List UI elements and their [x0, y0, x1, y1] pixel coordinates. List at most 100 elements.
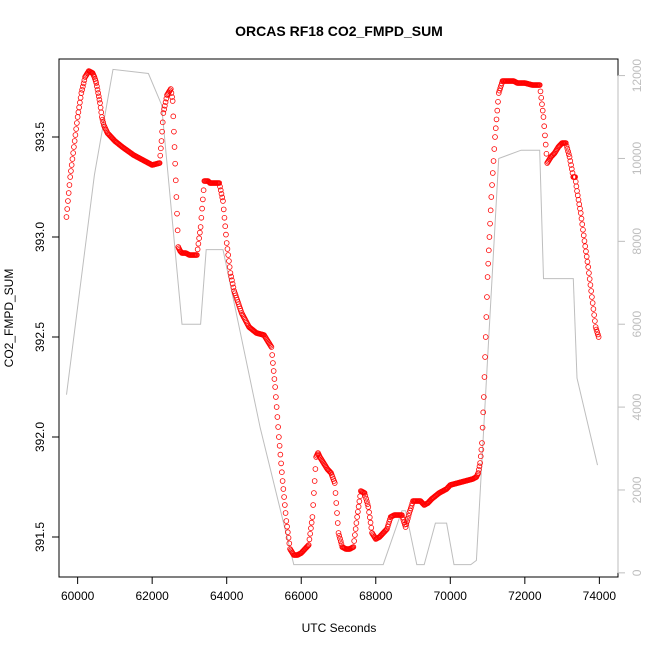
- co2-point: [352, 532, 358, 538]
- co2-point: [308, 525, 314, 531]
- co2-point: [335, 530, 342, 536]
- y2-axis: 0 2000 4000 6000 8000 10000 12000: [617, 59, 644, 576]
- co2-point: [270, 360, 276, 366]
- co2-point: [68, 162, 75, 168]
- co2-point: [285, 534, 292, 541]
- co2-point: [482, 354, 488, 360]
- co2-point: [361, 490, 368, 496]
- co2-point: [351, 538, 357, 544]
- co2-point: [306, 536, 313, 543]
- co2-point: [405, 512, 412, 519]
- co2-point: [273, 394, 279, 400]
- y2-tick-label: 0: [630, 569, 644, 576]
- y2-tick-label: 8000: [630, 228, 644, 255]
- co2-point: [479, 440, 485, 446]
- co2-point: [174, 227, 181, 234]
- co2-point: [577, 210, 584, 216]
- co2-point: [77, 99, 83, 106]
- co2-point: [172, 160, 178, 167]
- co2-point: [337, 538, 344, 545]
- co2-point: [220, 198, 226, 204]
- y2-tick-label: 12000: [630, 59, 644, 93]
- co2-point: [542, 132, 548, 139]
- co2-point: [353, 520, 360, 526]
- co2-point: [157, 152, 164, 159]
- co2-point: [485, 260, 491, 267]
- co2-point: [386, 518, 392, 525]
- co2-point: [275, 424, 281, 430]
- x-tick-label: 70000: [434, 589, 468, 603]
- co2-point: [536, 82, 543, 88]
- co2-point: [174, 210, 180, 217]
- co2-point: [493, 116, 500, 123]
- co2-point: [575, 197, 582, 203]
- co2-point: [542, 141, 549, 148]
- co2-point: [66, 182, 73, 188]
- co2-point: [224, 246, 231, 252]
- co2-point: [486, 247, 492, 254]
- co2-point: [477, 460, 483, 466]
- co2-point: [196, 235, 202, 242]
- co2-point: [404, 518, 410, 525]
- co2-point: [384, 526, 390, 532]
- co2-point: [595, 334, 602, 340]
- co2-point: [477, 453, 484, 460]
- co2-point: [223, 231, 229, 238]
- co2-point: [305, 542, 312, 548]
- co2-point: [362, 492, 369, 499]
- co2-point: [580, 227, 586, 233]
- co2-point: [70, 150, 76, 156]
- co2-point: [305, 542, 311, 549]
- co2-point: [407, 505, 414, 512]
- co2-point: [197, 229, 203, 236]
- co2-point: [307, 530, 313, 537]
- co2-point: [69, 156, 76, 162]
- co2-point: [194, 246, 201, 253]
- x-tick-label: 68000: [359, 589, 393, 603]
- co2-point: [495, 99, 501, 105]
- co2-point: [163, 95, 170, 102]
- co2-point: [310, 502, 316, 508]
- x-tick-label: 60000: [61, 589, 95, 603]
- y-axis-label: CO2_FMPD_SUM: [2, 269, 16, 368]
- co2-point: [497, 85, 504, 91]
- co2-point: [337, 535, 343, 542]
- co2-point: [574, 188, 580, 194]
- co2-point: [73, 126, 79, 132]
- co2-point: [476, 463, 483, 470]
- co2-point: [268, 344, 275, 350]
- co2-point: [572, 178, 579, 185]
- co2-point: [217, 183, 223, 190]
- co2-point: [333, 500, 340, 506]
- co2-point: [580, 232, 587, 239]
- co2-point: [223, 240, 230, 246]
- co2-point: [484, 294, 490, 300]
- co2-point: [576, 201, 583, 208]
- co2-point: [226, 258, 232, 264]
- co2-point: [566, 151, 572, 158]
- co2-point: [228, 273, 234, 280]
- co2-point: [583, 248, 589, 255]
- co2-point: [405, 515, 411, 522]
- co2-point: [482, 334, 489, 340]
- co2-point: [385, 521, 392, 527]
- co2-point: [498, 83, 504, 89]
- co2-point: [78, 90, 85, 96]
- x-tick-label: 62000: [135, 589, 169, 603]
- y-axis: 391.5 392.0 392.5 393.0 393.5: [33, 122, 60, 552]
- co2-point: [587, 282, 594, 288]
- co2-point: [67, 174, 73, 180]
- co2-point: [172, 177, 179, 184]
- co2-point: [276, 442, 283, 449]
- co2-point: [334, 520, 341, 526]
- co2-point: [539, 101, 545, 107]
- co2-point: [229, 280, 236, 287]
- co2-point: [93, 80, 100, 86]
- co2-point: [80, 83, 86, 90]
- co2-point: [538, 95, 545, 101]
- co2-point: [171, 128, 177, 135]
- x-axis: 60000 62000 64000 66000 68000 70000 72000 74000: [61, 576, 616, 603]
- co2-series: [63, 68, 602, 558]
- co2-point: [99, 114, 105, 120]
- co2-point: [97, 104, 104, 111]
